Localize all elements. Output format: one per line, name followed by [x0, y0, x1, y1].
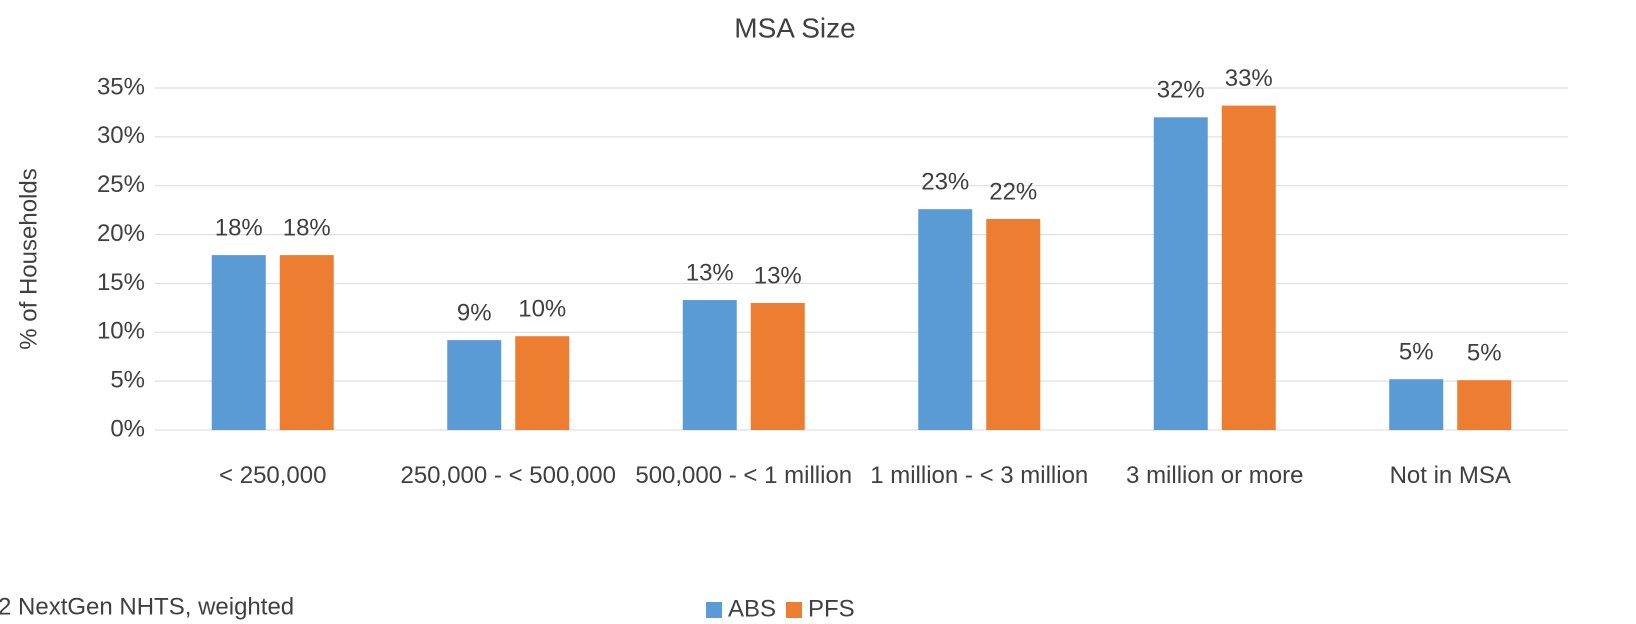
- chart-title: MSA Size: [734, 12, 855, 43]
- data-label: 23%: [921, 169, 969, 196]
- bar: [1457, 380, 1512, 430]
- x-tick-label: < 250,000: [219, 462, 327, 489]
- x-tick-label: 1 million - < 3 million: [870, 462, 1089, 489]
- legend-swatch: [786, 602, 802, 618]
- bar: [918, 209, 973, 430]
- bar: [986, 218, 1041, 430]
- y-tick-label: 5%: [110, 366, 145, 393]
- bar: [750, 302, 805, 430]
- y-tick-label: 15%: [97, 269, 145, 296]
- data-label: 5%: [1467, 340, 1502, 367]
- x-tick-label: 3 million or more: [1126, 462, 1304, 489]
- legend-swatch: [706, 602, 722, 618]
- x-tick-label: 250,000 - < 500,000: [400, 462, 617, 489]
- bar: [279, 255, 334, 430]
- data-label: 33%: [1225, 65, 1273, 92]
- bar: [447, 340, 502, 430]
- data-label: 9%: [457, 299, 492, 326]
- y-axis-label: % of Households: [15, 168, 42, 349]
- data-label: 5%: [1399, 339, 1434, 366]
- bar: [682, 300, 737, 430]
- y-tick-label: 0%: [110, 415, 145, 442]
- y-tick-label: 10%: [97, 318, 145, 345]
- data-label: 13%: [686, 259, 734, 286]
- bar: [1221, 105, 1276, 431]
- legend-label: ABS: [728, 595, 776, 622]
- y-tick-label: 25%: [97, 171, 145, 198]
- data-label: 22%: [989, 178, 1037, 205]
- bar: [515, 336, 570, 430]
- x-tick-label: Not in MSA: [1389, 462, 1511, 489]
- bar: [1153, 117, 1208, 431]
- data-label: 32%: [1157, 77, 1205, 104]
- bar: [1389, 379, 1444, 430]
- note: 2 NextGen NHTS, weighted: [0, 593, 294, 620]
- data-label: 10%: [518, 296, 566, 323]
- y-tick-label: 20%: [97, 220, 145, 247]
- x-tick-label: 500,000 - < 1 million: [635, 462, 853, 489]
- bar: [211, 255, 266, 430]
- data-label: 18%: [215, 214, 263, 241]
- data-label: 13%: [754, 262, 802, 289]
- y-tick-label: 30%: [97, 122, 145, 149]
- data-label: 18%: [283, 214, 331, 241]
- legend-label: PFS: [808, 595, 855, 622]
- y-tick-label: 35%: [97, 73, 145, 100]
